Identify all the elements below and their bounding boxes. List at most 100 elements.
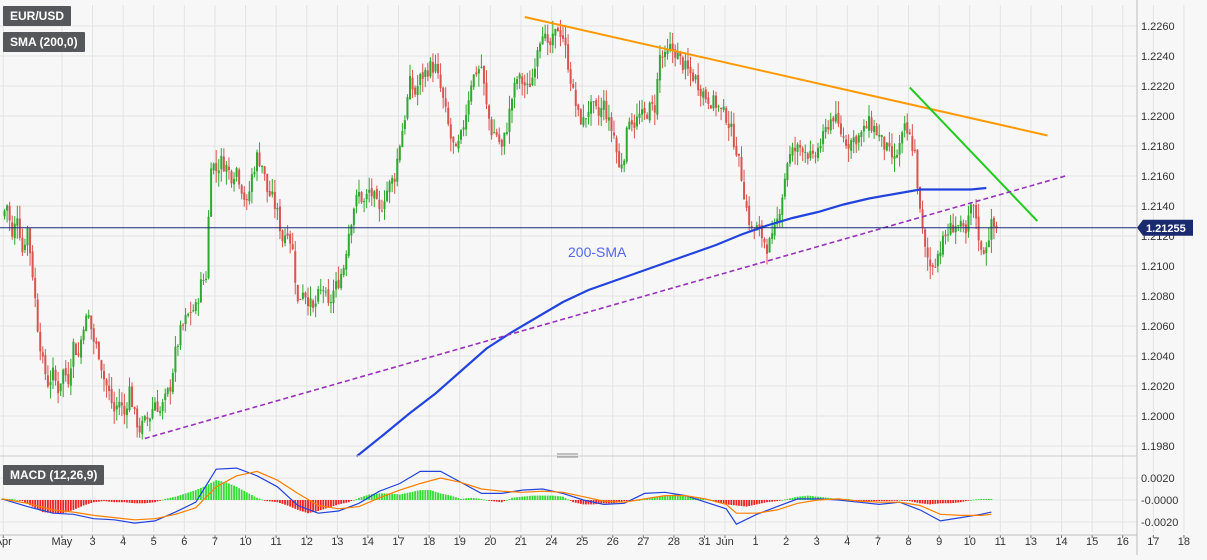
candle-body — [189, 311, 192, 313]
macd-histogram-bar — [990, 498, 993, 500]
macd-histogram-bar — [804, 495, 807, 500]
macd-histogram-bar — [735, 500, 738, 506]
macd-histogram-bar — [391, 493, 394, 500]
macd-histogram-bar — [549, 495, 552, 500]
macd-histogram-bar — [31, 500, 34, 507]
candle-body — [750, 225, 753, 229]
candle-body — [289, 233, 292, 244]
macd-histogram-bar — [149, 500, 151, 503]
candle-body — [788, 154, 791, 164]
macd-histogram-bar — [870, 500, 873, 502]
candle-body — [401, 131, 404, 148]
macd-histogram-bar — [681, 495, 684, 500]
macd-histogram-bar — [396, 494, 399, 500]
candle-body — [669, 44, 672, 50]
macd-indicator-tag[interactable]: MACD (12,26,9) — [3, 465, 105, 485]
candle-body — [378, 199, 381, 210]
candle-body — [697, 75, 700, 91]
macd-histogram-bar — [271, 500, 274, 502]
x-tick-label: Jun — [716, 536, 734, 548]
candle-body — [574, 89, 577, 106]
candle-body — [845, 139, 848, 146]
macd-histogram-bar — [914, 500, 916, 503]
macd-histogram-bar — [169, 497, 172, 500]
macd-histogram-bar — [697, 498, 700, 500]
candle-body — [735, 145, 738, 156]
candle-body — [801, 148, 804, 153]
x-tick-label: 1 — [752, 536, 758, 548]
y-tick-label: 1.2240 — [1141, 51, 1175, 63]
candle-body — [567, 44, 570, 70]
candle-body — [967, 215, 970, 232]
macd-histogram-bar — [62, 500, 65, 514]
x-tick-label: 21 — [515, 536, 527, 548]
candle-body — [794, 147, 797, 152]
pane-resize-handle[interactable] — [557, 453, 578, 458]
macd-histogram-bar — [276, 500, 279, 503]
macd-histogram-bar — [666, 495, 669, 500]
candle-body — [834, 114, 837, 122]
macd-histogram-bar — [488, 500, 490, 501]
candle-body — [363, 200, 366, 202]
macd-histogram-bar — [29, 500, 31, 506]
y-tick-label: 1.2200 — [1141, 111, 1175, 123]
symbol-tag[interactable]: EUR/USD — [3, 6, 72, 26]
candle-body — [959, 221, 962, 227]
sma-indicator-tag[interactable]: SMA (200,0) — [3, 32, 85, 52]
candle-body — [791, 147, 794, 156]
macd-histogram-bar — [781, 500, 784, 501]
macd-histogram-bar — [493, 500, 496, 502]
macd-histogram-bar — [480, 498, 483, 500]
candle-body — [717, 106, 720, 108]
macd-histogram-bar — [41, 500, 44, 513]
candle-body — [839, 123, 842, 135]
macd-histogram-bar — [554, 495, 557, 500]
candle-body — [745, 201, 748, 208]
macd-histogram-bar — [452, 496, 455, 500]
macd-histogram-bar — [131, 500, 133, 504]
macd-histogram-bar — [156, 500, 159, 502]
candle-body — [233, 178, 236, 185]
candle-body — [245, 199, 248, 201]
macd-histogram-bar — [806, 495, 809, 500]
macd-histogram-bar — [908, 500, 911, 502]
x-tick-label: 14 — [1055, 536, 1067, 548]
macd-histogram-bar — [220, 481, 223, 500]
candle-body — [618, 151, 621, 168]
macd-histogram-bar — [26, 500, 29, 504]
candle-body — [375, 189, 378, 199]
x-tick-label: 12 — [301, 536, 313, 548]
candle-body — [335, 281, 338, 290]
candle-body — [516, 79, 519, 84]
macd-histogram-bar — [536, 495, 539, 500]
macd-histogram-bar — [439, 493, 442, 500]
y-tick-label: 1.2020 — [1141, 381, 1175, 393]
candle-body — [544, 33, 547, 39]
macd-histogram-bar — [24, 500, 26, 503]
candle-body — [215, 162, 218, 172]
macd-histogram-bar — [579, 500, 582, 504]
candle-body — [77, 353, 80, 356]
candle-body — [975, 204, 978, 219]
candle-body — [855, 136, 858, 145]
macd-histogram-bar — [883, 500, 886, 502]
candle-body — [862, 125, 865, 132]
macd-histogram-bar — [337, 500, 340, 505]
macd-histogram-bar — [426, 490, 429, 500]
y-tick-label: 1.2160 — [1141, 171, 1175, 183]
macd-histogram-bar — [753, 500, 756, 505]
macd-histogram-bar — [141, 500, 144, 504]
candle-body — [982, 250, 985, 254]
candle-body — [646, 114, 649, 119]
candle-body — [202, 280, 205, 282]
x-tick-label: 27 — [637, 536, 649, 548]
candle-body — [3, 210, 6, 217]
x-tick-label: 3 — [89, 536, 95, 548]
candle-body — [875, 126, 878, 136]
candle-body — [602, 100, 605, 110]
candle-body — [592, 101, 595, 103]
candle-body — [169, 387, 172, 392]
candle-body — [256, 152, 258, 172]
candle-body — [347, 233, 350, 256]
macd-histogram-bar — [332, 500, 335, 507]
